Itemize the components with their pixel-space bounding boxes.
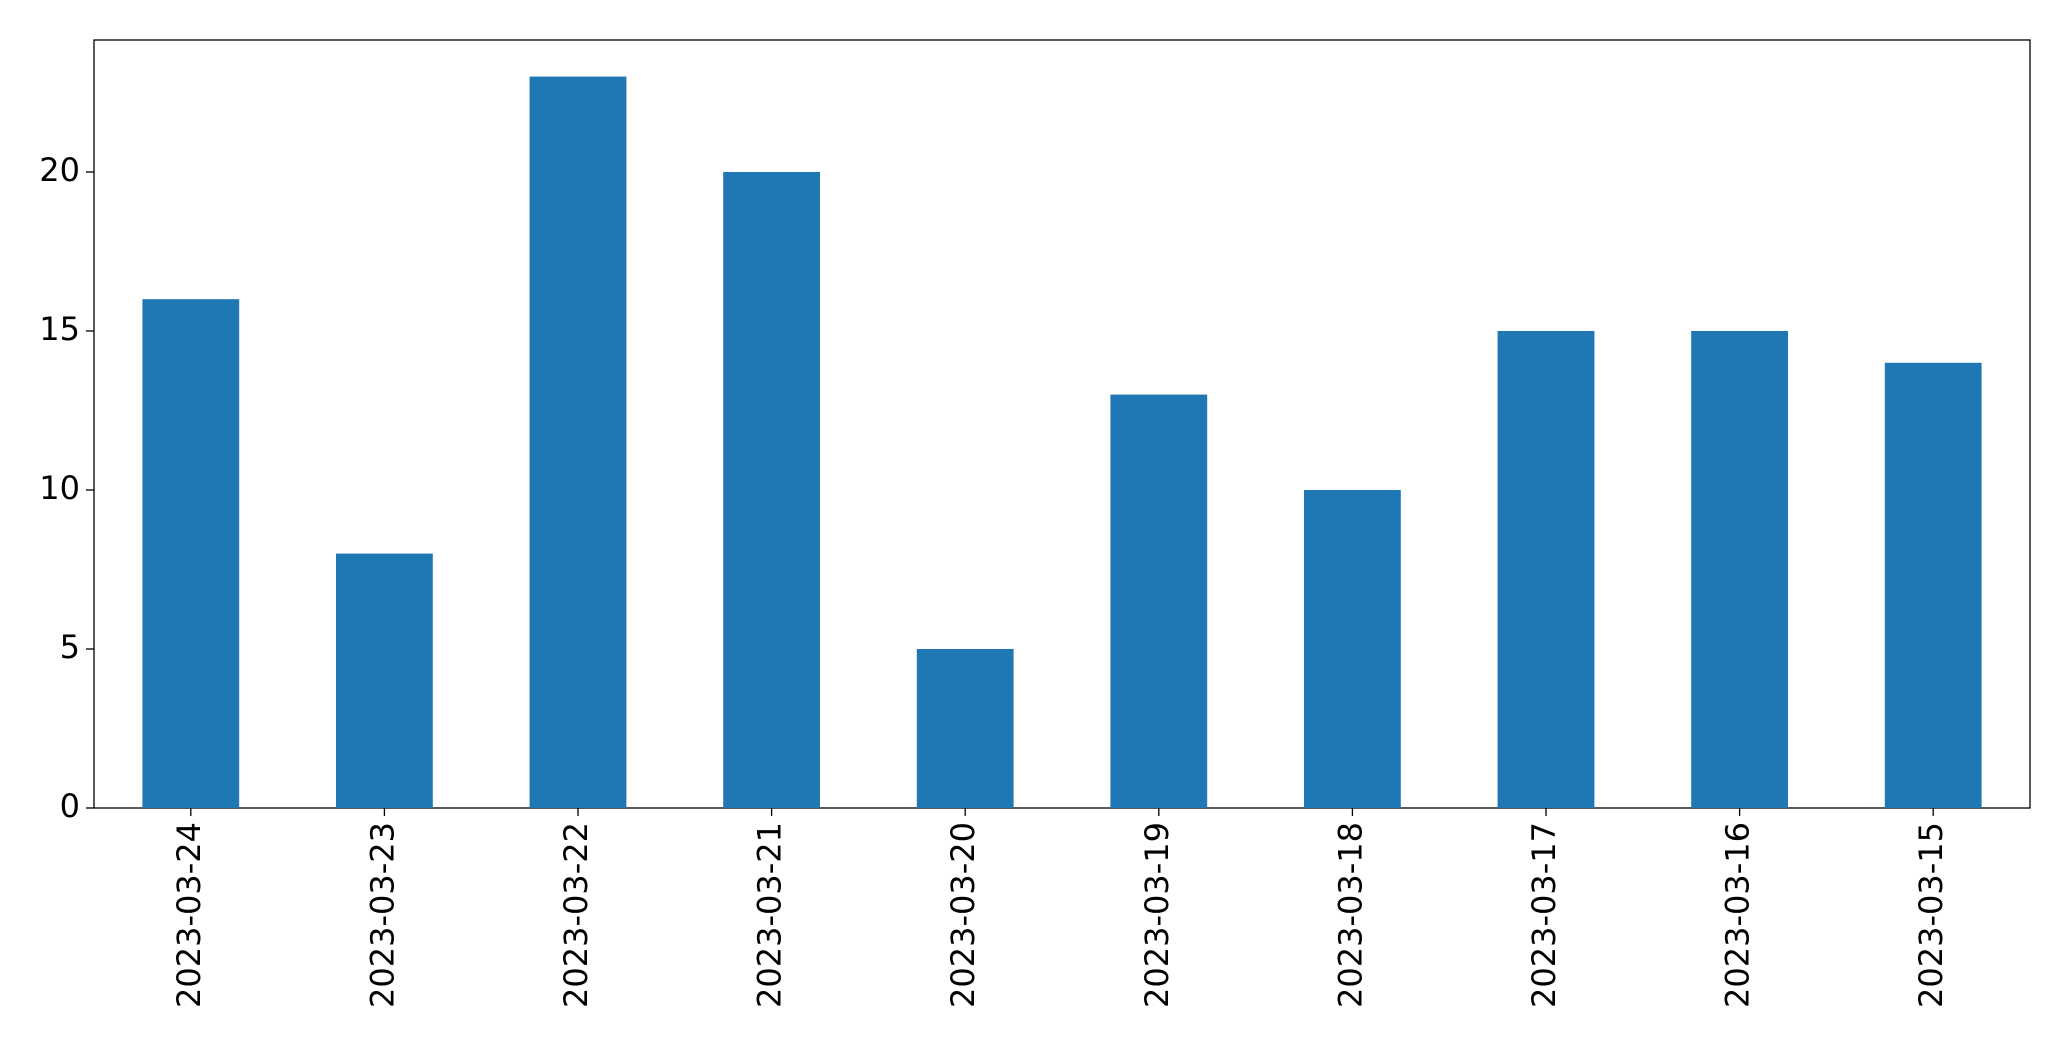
bar (336, 553, 433, 808)
bar (1884, 362, 1982, 808)
y-tick-label: 5 (60, 628, 80, 666)
bar (1110, 394, 1208, 808)
x-tick-label: 2023-03-23 (363, 822, 401, 1008)
x-tick-label: 2023-03-22 (557, 822, 595, 1008)
x-tick-label: 2023-03-17 (1525, 822, 1563, 1008)
bar (1304, 489, 1401, 808)
bar (1691, 330, 1788, 808)
y-tick-label: 15 (39, 310, 80, 348)
bar (529, 76, 627, 809)
bar (723, 171, 820, 808)
x-tick-label: 2023-03-18 (1331, 822, 1369, 1008)
x-tick-label: 2023-03-20 (944, 822, 982, 1008)
x-tick-label: 2023-03-19 (1138, 822, 1176, 1008)
y-tick-label: 0 (60, 787, 80, 825)
bar (916, 648, 1014, 808)
y-tick-label: 20 (39, 151, 80, 189)
x-tick-label: 2023-03-24 (170, 822, 208, 1008)
plot-frame (93, 39, 2031, 809)
bar (1497, 330, 1595, 808)
x-tick-label: 2023-03-16 (1719, 822, 1757, 1008)
y-tick-label: 10 (39, 469, 80, 507)
x-tick-label: 2023-03-15 (1912, 822, 1950, 1008)
x-tick-label: 2023-03-21 (751, 822, 789, 1008)
bar (142, 299, 240, 808)
